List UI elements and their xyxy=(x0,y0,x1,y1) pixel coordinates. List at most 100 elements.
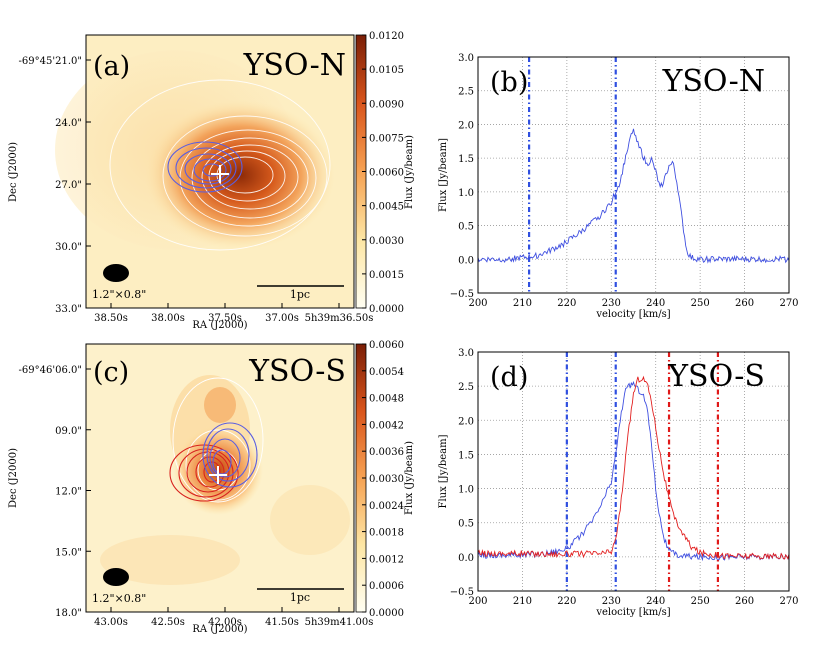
scalebar-label-a: 1pc xyxy=(290,288,310,301)
xtick-label: 240 xyxy=(646,298,665,309)
panel-label-a: (a) xyxy=(93,51,130,82)
ytick-label: 3.0 xyxy=(458,348,474,359)
ytick-label: −0.5 xyxy=(450,587,474,598)
panel-label: (d) xyxy=(490,362,528,393)
ytick-label: 0.5 xyxy=(458,222,474,233)
xtick-label: 220 xyxy=(557,596,576,607)
ytick-label: 12.0" xyxy=(55,487,82,498)
xtick-label: 270 xyxy=(779,298,798,309)
ytick-label: 18.0" xyxy=(55,608,82,619)
xlabel: velocity [km/s] xyxy=(595,607,670,618)
ytick-label: 33.0" xyxy=(55,304,82,315)
colorbar-tick-label: 0.0036 xyxy=(369,447,404,458)
ytick-label: -69°46'06.0" xyxy=(19,365,82,376)
xlabel-c: RA (J2000) xyxy=(192,624,247,635)
xtick-label: 42.00s xyxy=(208,617,242,628)
colorbar-tick-label: 0.0120 xyxy=(369,31,404,42)
source-label: YSO-S xyxy=(667,359,765,394)
spectrum-line-blue xyxy=(477,128,790,264)
ytick-label: −0.5 xyxy=(450,289,474,300)
panel-label: (b) xyxy=(490,67,528,98)
xtick-label: 230 xyxy=(602,596,621,607)
panel-label-c: (c) xyxy=(93,357,129,388)
scalebar-label-c: 1pc xyxy=(290,591,310,604)
xtick-label: 230 xyxy=(602,298,621,309)
xtick-label: 260 xyxy=(735,298,754,309)
xtick-label: 5h39m36.50s xyxy=(305,313,374,324)
ytick-label: 1.0 xyxy=(458,485,474,496)
colorbar-tick-label: 0.0006 xyxy=(369,581,404,592)
xtick-label: 270 xyxy=(779,596,798,607)
spectrum-line-red xyxy=(477,375,790,560)
source-label-c: YSO-S xyxy=(248,354,346,389)
xtick-label: 38.50s xyxy=(94,313,128,324)
xtick-label: 200 xyxy=(468,298,487,309)
ylabel-c: Dec (J2000) xyxy=(8,448,19,508)
xtick-label: 210 xyxy=(513,596,532,607)
beam-label-a: 1.2"×0.8" xyxy=(92,288,146,301)
colorbar-tick-label: 0.0045 xyxy=(369,202,404,213)
colorbar-tick-label: 0.0054 xyxy=(369,367,404,378)
plot-frame xyxy=(477,56,790,294)
ytick-label: 30.0" xyxy=(55,242,82,253)
colorbar-tick-label: 0.0018 xyxy=(369,528,404,539)
panel-a-map: 1.2"×0.8" 1pc (a) YSO-N 38.50s 38.00s 37.5… xyxy=(8,31,415,331)
ytick-label: 3.0 xyxy=(458,53,474,64)
ylabel-a: Dec (J2000) xyxy=(8,142,19,202)
colorbar-tick-label: 0.0060 xyxy=(369,340,404,351)
xtick-label: 38.00s xyxy=(151,313,185,324)
colorbar-tick-label: 0.0030 xyxy=(369,236,404,247)
beam-ellipse-a xyxy=(103,264,129,282)
xtick-label: 43.00s xyxy=(94,617,128,628)
xlabel-a: RA (J2000) xyxy=(192,320,247,331)
xtick-label: 200 xyxy=(468,596,487,607)
ytick-label: 15.0" xyxy=(55,547,82,558)
xtick-label: 250 xyxy=(691,298,710,309)
ytick-label: 1.5 xyxy=(458,154,474,165)
beam-ellipse-c xyxy=(103,568,129,586)
colorbar-tick-label: 0.0090 xyxy=(369,99,404,110)
source-label-a: YSO-N xyxy=(243,48,346,83)
ytick-label: 1.0 xyxy=(458,188,474,199)
ytick-label: 2.0 xyxy=(458,416,474,427)
ytick-label: 1.5 xyxy=(458,450,474,461)
ytick-label: 27.0" xyxy=(55,180,82,191)
ytick-label: 0.5 xyxy=(458,519,474,530)
xtick-label: 37.00s xyxy=(265,313,299,324)
xtick-label: 260 xyxy=(735,596,754,607)
beam-label-c: 1.2"×0.8" xyxy=(92,592,146,605)
colorbar-tick-label: 0.0030 xyxy=(369,474,404,485)
ylabel: Flux [Jy/beam] xyxy=(438,434,449,508)
colorbar-tick-label: 0.0012 xyxy=(369,554,404,565)
colorbar-label-c: Flux (Jy/beam) xyxy=(404,441,415,515)
xtick-label: 5h39m41.00s xyxy=(305,617,374,628)
colorbar-tick-label: 0.0000 xyxy=(369,608,404,619)
source-label: YSO-N xyxy=(662,64,765,99)
panel-c-map: 1.2"×0.8" 1pc (c) YSO-S 43.00s 42.50s 42.0… xyxy=(8,340,415,635)
colorbar-tick-label: 0.0042 xyxy=(369,420,404,431)
ylabel: Flux [Jy/beam] xyxy=(438,138,449,212)
panel-d-spectrum: 200 210 220 230 240 250 260 270 −0.5 0.0 0.5 1.0 1.5… xyxy=(438,348,799,618)
ytick-label: 2.0 xyxy=(458,120,474,131)
xtick-label: 210 xyxy=(513,298,532,309)
xtick-label: 37.50s xyxy=(208,313,242,324)
xtick-label: 42.50s xyxy=(151,617,185,628)
ytick-label: 2.5 xyxy=(458,382,474,393)
colorbar-tick-label: 0.0060 xyxy=(369,168,404,179)
ytick-label: 09.0" xyxy=(55,426,82,437)
xtick-label: 240 xyxy=(646,596,665,607)
ytick-label: 0.0 xyxy=(458,553,474,564)
colorbar-label-a: Flux (Jy/beam) xyxy=(404,135,415,209)
ytick-label: 24.0" xyxy=(55,118,82,129)
xtick-label: 250 xyxy=(691,596,710,607)
ytick-label: -69°45'21.0" xyxy=(19,56,82,67)
xtick-label: 220 xyxy=(557,298,576,309)
colorbar-tick-label: 0.0048 xyxy=(369,394,404,405)
ytick-label: 0.0 xyxy=(458,255,474,266)
colorbar-tick-label: 0.0075 xyxy=(369,133,404,144)
source-cross-a xyxy=(211,165,229,183)
xtick-label: 41.50s xyxy=(265,617,299,628)
ytick-label: 2.5 xyxy=(458,87,474,98)
xlabel: velocity [km/s] xyxy=(595,309,670,320)
